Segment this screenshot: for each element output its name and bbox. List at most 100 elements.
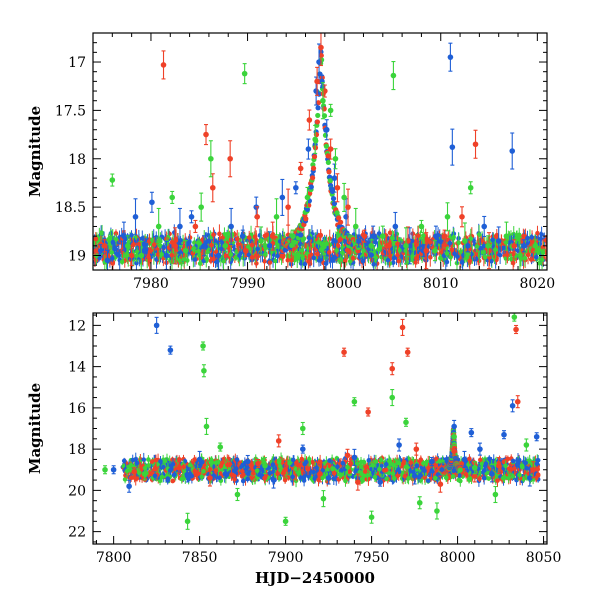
data-point [266, 243, 273, 249]
data-point [149, 199, 155, 206]
background-point [543, 237, 547, 243]
data-point [269, 233, 276, 239]
background-point [510, 260, 516, 266]
background-point [234, 236, 240, 242]
data-point [209, 184, 216, 191]
data-point [462, 238, 468, 244]
background-point [361, 248, 366, 253]
background-point [323, 241, 329, 247]
background-point [285, 257, 291, 263]
x-tick-label: 7990 [230, 276, 266, 292]
background-point [538, 236, 543, 241]
background-point [427, 239, 433, 245]
data-point [160, 62, 167, 68]
background-point [196, 248, 201, 254]
background-point [333, 239, 338, 244]
background-point [458, 249, 464, 255]
data-point [172, 243, 178, 249]
background-point [449, 247, 455, 252]
data-point [121, 233, 127, 239]
data-point [521, 243, 527, 249]
background-point [195, 240, 201, 245]
background-point [387, 230, 393, 236]
y-tick-label: 19 [68, 248, 86, 264]
background-point [161, 245, 166, 250]
background-point [106, 237, 111, 242]
data-point [418, 223, 425, 230]
data-point [273, 213, 280, 220]
data-point [464, 243, 471, 249]
background-point [298, 241, 303, 247]
outburst-point [315, 105, 321, 111]
background-point [93, 248, 99, 253]
data-point [327, 107, 334, 114]
data-point [485, 243, 491, 249]
background-point [139, 236, 145, 241]
data-point [331, 175, 338, 181]
data-point [433, 233, 439, 239]
y-axis-label: Magnitude [26, 106, 44, 197]
background-point [164, 239, 170, 245]
background-point [205, 249, 211, 255]
background-point [169, 240, 175, 245]
data-point [432, 247, 438, 254]
background-point [318, 247, 324, 252]
data-point [332, 155, 339, 162]
data-point [318, 44, 324, 51]
background-point [301, 236, 307, 241]
data-point [254, 213, 261, 220]
background-point [233, 255, 239, 260]
background-point [275, 244, 281, 250]
background-point [299, 248, 305, 253]
data-point [345, 204, 351, 210]
background-point [211, 232, 216, 237]
background-point [159, 252, 164, 257]
outburst-point [292, 239, 299, 245]
background-point [150, 237, 155, 243]
data-point [109, 177, 116, 183]
data-point [215, 252, 222, 259]
background-point [211, 256, 216, 262]
background-point [540, 250, 546, 256]
background-point [134, 253, 139, 259]
background-point [192, 257, 198, 262]
background-point [267, 260, 273, 265]
background-point [444, 251, 450, 256]
outburst-point [304, 206, 311, 212]
data-point [239, 233, 246, 239]
background-point [326, 250, 332, 255]
data-point [290, 233, 296, 239]
outburst-point [325, 159, 331, 166]
data-point [319, 78, 325, 85]
background-point [425, 478, 431, 483]
background-point [481, 250, 486, 255]
background-point [411, 250, 417, 255]
data-point [403, 243, 409, 249]
outburst-point [336, 215, 342, 221]
background-point [438, 255, 443, 261]
background-point [109, 250, 115, 255]
background-point [312, 247, 317, 252]
background-point [440, 247, 446, 253]
background-point [508, 256, 514, 262]
background-point [253, 253, 259, 258]
background-point [191, 246, 196, 252]
data-point [355, 238, 362, 244]
data-point [449, 144, 456, 150]
data-point [306, 117, 313, 123]
background-point [438, 239, 443, 245]
background-point [228, 252, 234, 257]
data-point [368, 243, 374, 249]
data-point [155, 223, 162, 230]
data-point [459, 213, 465, 220]
data-point [370, 233, 376, 239]
y-tick-label: 17 [68, 55, 86, 71]
background-point [509, 239, 514, 245]
data-point [495, 238, 502, 244]
background-point [262, 242, 268, 248]
data-point [132, 213, 139, 220]
data-point [392, 223, 399, 230]
background-point [456, 240, 462, 246]
background-point [467, 258, 473, 264]
